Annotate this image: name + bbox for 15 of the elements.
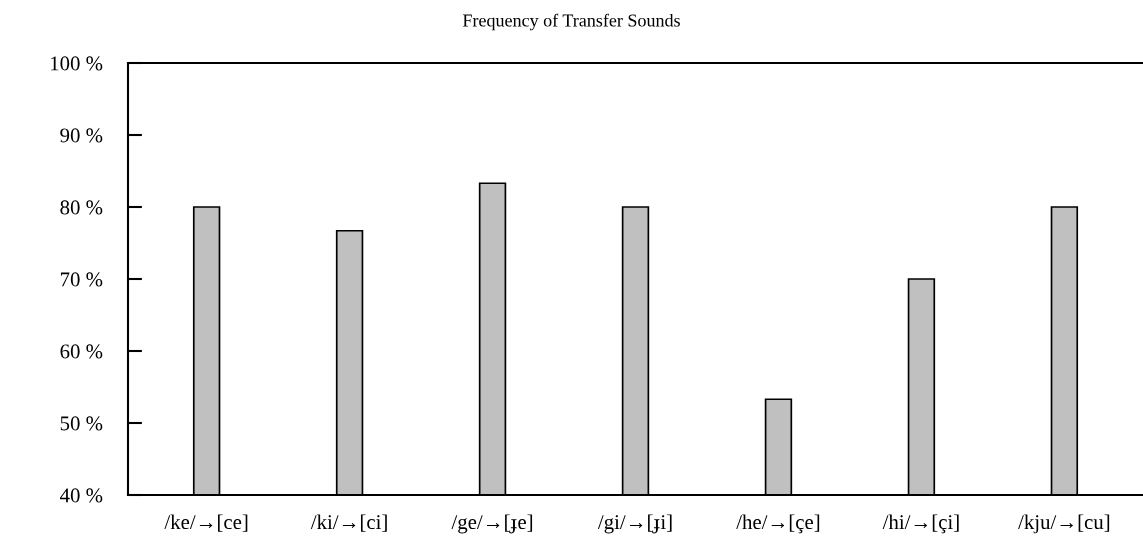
- x-tick-label: /kju/→[cu]: [1018, 514, 1110, 534]
- chart-title: Frequency of Transfer Sounds: [462, 13, 680, 31]
- y-tick-label: 40 %: [60, 488, 103, 503]
- y-tick-label: 100 %: [51, 56, 103, 71]
- x-tick-label: /ke/→[ce]: [164, 514, 248, 532]
- y-tick-label: 60 %: [60, 344, 103, 359]
- x-tick-label: /ki/→[ci]: [310, 514, 387, 532]
- y-tick-label: 50 %: [60, 416, 103, 431]
- x-tick-label: /he/→[çe]: [736, 514, 820, 534]
- x-tick-label: /gi/→[ɟi]: [597, 514, 672, 534]
- x-tick-label: /hi/→[çi]: [882, 514, 959, 534]
- y-tick-label: 70 %: [60, 272, 103, 287]
- x-tick-label: /ge/→[ɟe]: [451, 514, 533, 534]
- y-tick-label: 90 %: [60, 128, 103, 143]
- y-tick-label: 80 %: [60, 200, 103, 215]
